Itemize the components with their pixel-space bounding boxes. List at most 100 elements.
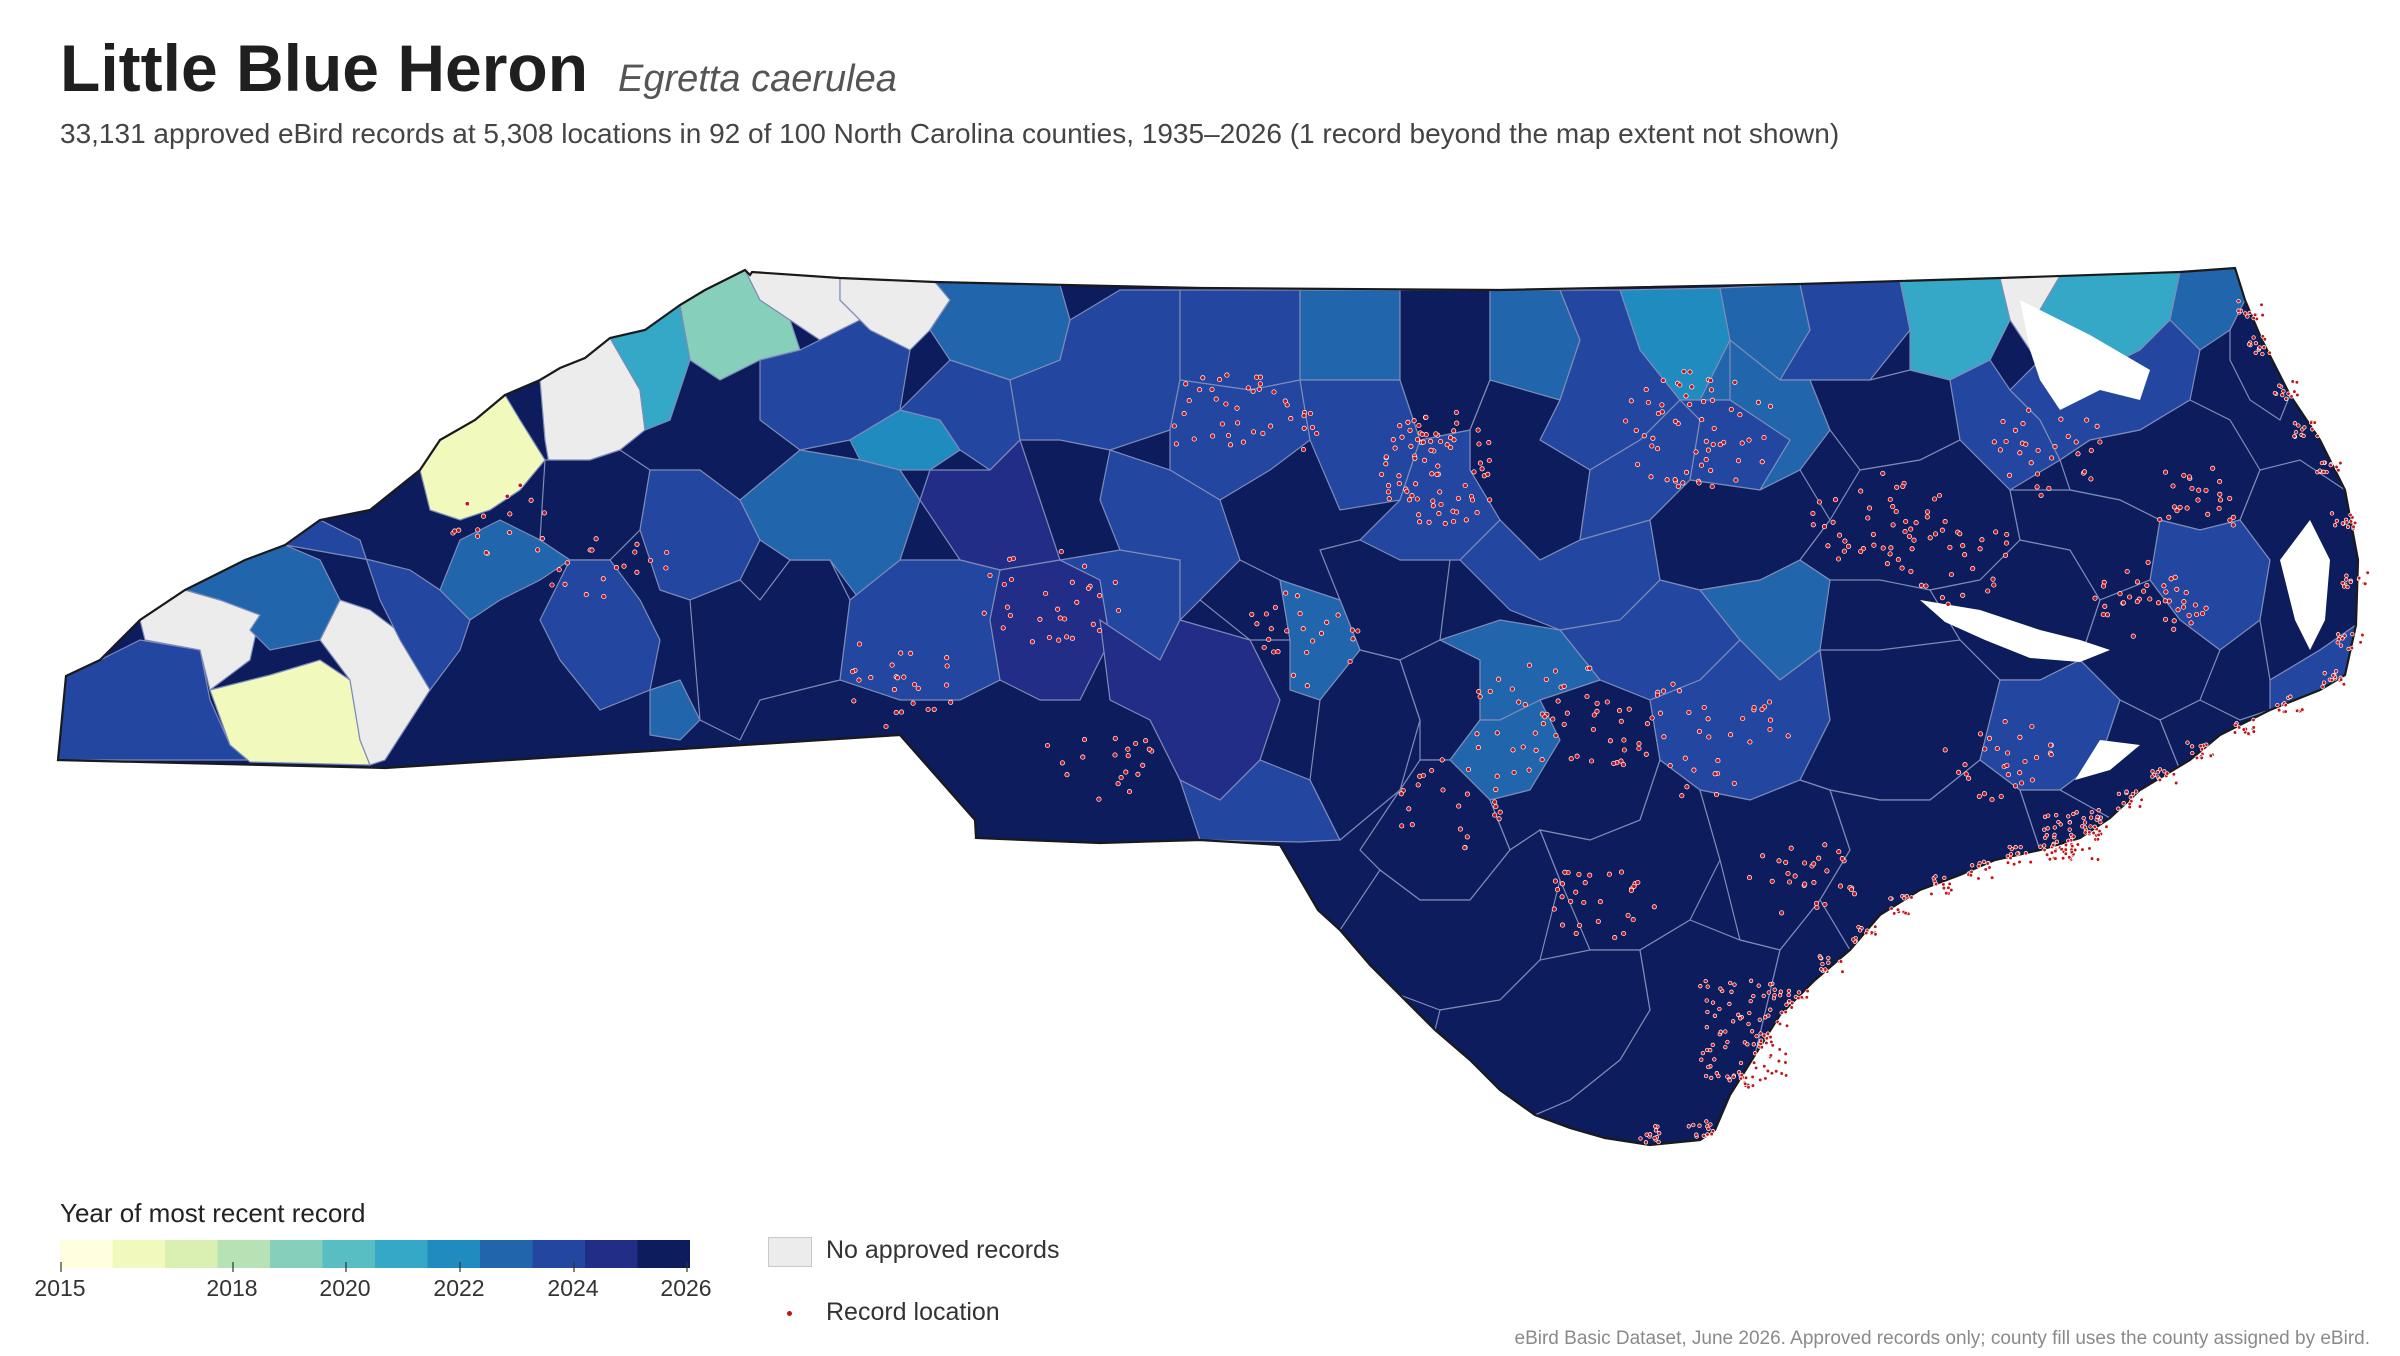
county-polk: [649, 679, 701, 741]
record-point: [1687, 401, 1693, 407]
record-point: [1979, 537, 1985, 543]
record-point: [1487, 497, 1493, 503]
record-point: [2044, 833, 2049, 838]
record-point: [1768, 1053, 1774, 1058]
record-point: [2095, 857, 2101, 862]
record-point: [2045, 826, 2050, 831]
record-point: [464, 501, 470, 507]
record-point: [1706, 734, 1712, 740]
record-point: [1784, 1002, 1789, 1007]
record-point: [2005, 853, 2010, 859]
record-point: [1191, 436, 1197, 442]
record-point: [1699, 1057, 1704, 1062]
record-point: [2023, 441, 2029, 447]
record-location-layer: [450, 298, 2370, 1145]
record-point: [1732, 379, 1738, 385]
record-point: [2280, 392, 2285, 398]
record-point: [1301, 425, 1307, 431]
record-point: [1454, 420, 1460, 426]
record-point: [1792, 873, 1798, 879]
record-point: [1705, 716, 1711, 722]
record-point: [1772, 992, 1777, 998]
record-point: [1991, 582, 1997, 588]
record-point: [2345, 524, 2351, 530]
record-point: [1007, 612, 1013, 618]
record-point: [2008, 851, 2014, 857]
record-point: [1895, 907, 1901, 912]
record-point: [1553, 732, 1559, 739]
record-point: [1681, 368, 1687, 375]
record-point: [1769, 1071, 1775, 1076]
record-point: [1747, 1010, 1752, 1016]
record-point: [1939, 595, 1945, 601]
record-point: [1727, 1001, 1732, 1007]
record-point: [1894, 484, 1900, 490]
record-point: [2262, 337, 2267, 342]
record-point: [1081, 737, 1088, 743]
record-point: [1462, 482, 1468, 489]
record-point: [1970, 566, 1976, 572]
record-point: [2336, 637, 2341, 642]
record-point: [2042, 827, 2047, 832]
record-point: [1217, 377, 1223, 383]
record-point: [1969, 869, 1974, 874]
record-point: [1635, 879, 1641, 886]
record-point: [1838, 959, 1844, 964]
record-point: [1691, 1122, 1696, 1128]
record-point: [1835, 556, 1842, 562]
record-point: [1939, 527, 1945, 533]
record-point: [1268, 423, 1274, 429]
record-point: [1747, 739, 1753, 745]
record-point: [1963, 771, 1969, 777]
record-point: [1981, 791, 1987, 797]
record-point: [2102, 603, 2108, 609]
record-point: [2017, 859, 2022, 865]
record-point: [1618, 758, 1624, 764]
record-point: [2199, 755, 2204, 761]
record-point: [1562, 869, 1568, 875]
record-point: [1301, 413, 1307, 419]
record-point: [1932, 531, 1939, 537]
record-point: [1851, 891, 1858, 897]
record-point: [1447, 435, 1454, 441]
record-point: [2165, 771, 2170, 776]
record-point: [1947, 544, 1953, 550]
record-point: [1739, 1072, 1744, 1078]
record-point: [1936, 492, 1943, 499]
record-point: [2003, 438, 2009, 445]
record-point: [2127, 594, 2133, 600]
record-point: [1408, 443, 1414, 449]
record-point: [1574, 753, 1580, 759]
record-point: [944, 682, 950, 688]
record-point: [2104, 824, 2109, 829]
record-point: [1779, 1071, 1784, 1076]
record-point: [1057, 615, 1063, 621]
record-point: [1714, 1071, 1719, 1076]
record-point: [634, 541, 640, 547]
record-point: [1802, 860, 1808, 866]
record-point: [2245, 314, 2250, 319]
record-point: [1783, 1073, 1789, 1078]
record-point: [1266, 636, 1272, 642]
record-point: [2227, 495, 2233, 501]
record-point: [452, 528, 458, 534]
record-point: [1822, 901, 1828, 908]
record-point: [1710, 1000, 1716, 1005]
record-point: [2046, 813, 2051, 818]
record-point: [1779, 910, 1785, 916]
record-point: [2018, 844, 2023, 850]
scale-tick-2024: 2024: [547, 1275, 599, 1301]
record-point: [2005, 772, 2011, 778]
record-point: [1436, 511, 1442, 517]
record-point: [562, 581, 568, 587]
record-point: [2063, 847, 2068, 852]
record-point: [2185, 740, 2190, 745]
scale-swatch: [427, 1240, 481, 1268]
record-point: [1694, 1132, 1699, 1137]
record-point: [2017, 734, 2023, 740]
record-point: [2028, 859, 2033, 865]
record-point: [1723, 1044, 1728, 1050]
record-point: [621, 563, 627, 569]
record-point: [647, 557, 654, 564]
